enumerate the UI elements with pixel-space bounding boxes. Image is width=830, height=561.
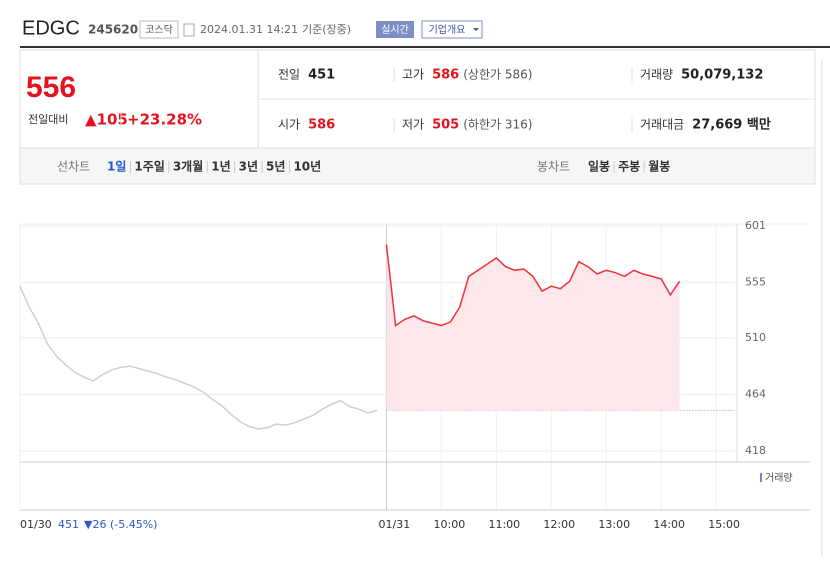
candle-tab[interactable]: 주봉 xyxy=(618,160,640,174)
x-tick-label: 11:00 xyxy=(488,518,520,531)
candle-tab[interactable]: 일봉 xyxy=(588,160,610,174)
realtime-badge[interactable] xyxy=(376,21,414,38)
tab-title: 봉차트 xyxy=(537,160,570,174)
field-note: (상한가 586) xyxy=(463,68,532,82)
change-label: 전일대비 xyxy=(28,112,68,126)
x-tick-label: 13:00 xyxy=(598,518,630,531)
change-rate: +23.28% xyxy=(127,111,202,129)
x-tick-label: 14:00 xyxy=(653,518,685,531)
volume-legend: 거래량 xyxy=(765,472,793,484)
x-tick-label: 12:00 xyxy=(543,518,575,531)
datetime: 2024.01.31 14:21 xyxy=(200,23,298,36)
field-value: 50,079,132 xyxy=(681,68,763,83)
chart: 01/30 01/31 10:00 11:00 12:00 13:00 14:00 15:00… xyxy=(19,219,810,531)
field-label: 거래대금 xyxy=(640,118,684,132)
change: ▲105 xyxy=(85,111,128,129)
y-tick-label: 601 xyxy=(745,219,766,232)
period-tab[interactable]: 3년 xyxy=(239,160,258,174)
x-tick-label: 01/30 xyxy=(20,518,52,531)
footer-change: ▼26 (-5.45%) xyxy=(84,518,157,531)
price-area xyxy=(386,244,680,411)
x-tick-label: 15:00 xyxy=(708,518,740,531)
period-tab[interactable]: 1일 xyxy=(107,160,126,174)
field-value: 586 xyxy=(308,118,335,133)
stock-name: EDGC xyxy=(22,17,80,39)
field-label: 거래량 xyxy=(640,68,673,82)
y-tick-label: 464 xyxy=(745,387,766,400)
calendar-icon xyxy=(183,23,195,37)
market: 코스닥 xyxy=(145,24,173,36)
basis: 기준(장중) xyxy=(302,23,351,36)
company-button[interactable] xyxy=(421,20,483,39)
period-tab[interactable]: 5년 xyxy=(266,160,285,174)
candle-tab[interactable]: 월봉 xyxy=(648,159,670,174)
field-value: 505 xyxy=(432,118,459,133)
field-label: 고가 xyxy=(402,68,424,82)
field-note: (하한가 316) xyxy=(463,118,532,132)
field-value: 27,669 백만 xyxy=(692,117,771,133)
period-tab[interactable]: 10년 xyxy=(293,160,321,174)
field-label: 전일 xyxy=(278,68,300,82)
y-tick-label: 510 xyxy=(745,331,766,344)
x-tick-label: 10:00 xyxy=(434,518,466,531)
price-line xyxy=(385,244,681,327)
price-line xyxy=(19,285,378,430)
stock-code: 245620 xyxy=(88,23,138,37)
period-tab[interactable]: 1주일 xyxy=(134,160,164,174)
footer-close: 451 xyxy=(58,518,79,531)
field-label: 시가 xyxy=(278,118,300,132)
field-label: 저가 xyxy=(402,118,424,132)
period-tab[interactable]: 1년 xyxy=(211,160,230,174)
market-badge xyxy=(139,20,179,39)
realtime[interactable]: 실시간 xyxy=(381,24,409,36)
period-tab[interactable]: 3개월 xyxy=(173,159,203,174)
volume-legend-swatch xyxy=(760,473,762,482)
company[interactable]: 기업개요 xyxy=(429,23,466,36)
dropdown-arrow xyxy=(473,28,479,31)
field-value: 451 xyxy=(308,68,335,83)
y-tick-label: 418 xyxy=(745,444,766,457)
field-value: 586 xyxy=(432,68,459,83)
price-fields: 전일 451 고가 586 (상한가 586) 거래량 50,079,132 시가 586 저가 5… xyxy=(278,68,771,133)
tab-title: 선차트 xyxy=(57,160,90,174)
y-tick-label: 555 xyxy=(745,276,766,289)
x-tick-label: 01/31 xyxy=(379,518,411,531)
tabs: 선차트 1일 1주일 3개월 1년 3년 5년 10년 봉차트 일봉 주봉 월봉 xyxy=(57,159,670,174)
current-price: 556 xyxy=(26,71,76,104)
tab-bar xyxy=(19,147,816,185)
